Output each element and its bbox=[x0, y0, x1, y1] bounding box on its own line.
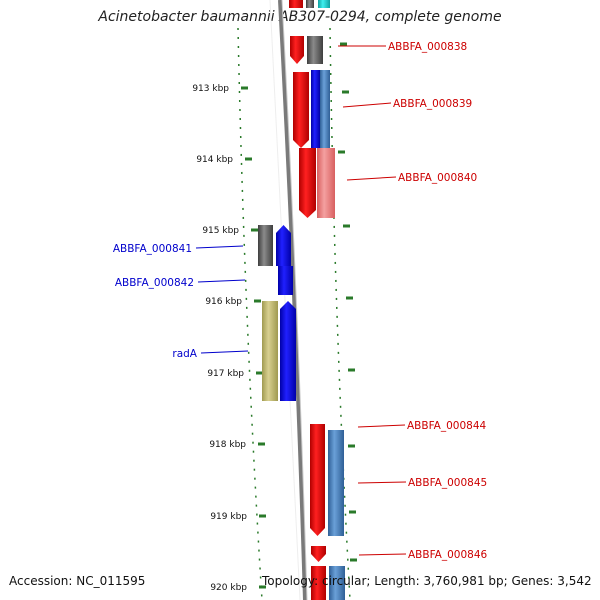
tick-mark bbox=[343, 224, 350, 228]
gene-arrow bbox=[276, 225, 291, 266]
tick-mark bbox=[256, 371, 263, 375]
gene-block bbox=[258, 225, 273, 266]
gene-arrow bbox=[310, 424, 325, 536]
gene-block bbox=[262, 301, 278, 401]
tick-mark bbox=[342, 90, 349, 94]
gene-leader-line bbox=[342, 102, 392, 108]
gene-block bbox=[311, 70, 320, 148]
tick-label: 917 kbp bbox=[207, 369, 244, 379]
tick-mark bbox=[348, 368, 355, 372]
gene-label: ABBFA_000841 bbox=[113, 243, 192, 255]
gene-block bbox=[318, 0, 330, 8]
gene-arrow bbox=[299, 148, 316, 218]
gene-label: ABBFA_000840 bbox=[398, 172, 477, 184]
tick-mark bbox=[349, 510, 356, 514]
gene-label: ABBFA_000845 bbox=[408, 477, 487, 489]
gene-arrow bbox=[311, 546, 326, 562]
tick-mark bbox=[254, 299, 261, 303]
gene-block bbox=[311, 566, 326, 600]
tick-label: 918 kbp bbox=[209, 440, 246, 450]
track-band bbox=[269, 0, 301, 600]
tick-label: 916 kbp bbox=[205, 297, 242, 307]
gene-arrow bbox=[280, 301, 296, 401]
tick-label: 920 kbp bbox=[210, 583, 247, 593]
gene-label: radA bbox=[172, 348, 197, 360]
tick-mark bbox=[259, 585, 266, 589]
gene-leader-line bbox=[195, 245, 244, 249]
gene-label: ABBFA_000842 bbox=[115, 277, 194, 289]
tick-mark bbox=[259, 514, 266, 518]
gene-leader-line bbox=[357, 481, 407, 484]
tick-mark bbox=[258, 442, 265, 446]
gene-arrow bbox=[290, 36, 304, 64]
topology-text: Topology: circular; Length: 3,760,981 bp… bbox=[262, 574, 592, 588]
tick-mark bbox=[346, 296, 353, 300]
tick-label: 914 kbp bbox=[196, 155, 233, 165]
backbone-line bbox=[278, 0, 307, 600]
gene-leader-line bbox=[346, 176, 397, 181]
tick-label: 913 kbp bbox=[192, 84, 229, 94]
gene-block bbox=[329, 566, 345, 600]
tick-label: 915 kbp bbox=[202, 226, 239, 236]
gene-leader-line bbox=[357, 424, 406, 428]
gene-block bbox=[306, 0, 314, 8]
gene-block bbox=[307, 36, 323, 64]
tick-mark bbox=[245, 157, 252, 161]
gene-leader-line bbox=[200, 350, 249, 354]
tick-mark bbox=[241, 86, 248, 90]
tick-mark bbox=[338, 150, 345, 154]
gene-block bbox=[289, 0, 303, 8]
accession-text: Accession: NC_011595 bbox=[9, 574, 146, 588]
gene-block bbox=[328, 430, 344, 536]
gene-label: ABBFA_000844 bbox=[407, 420, 487, 432]
gene-label: ABBFA_000846 bbox=[408, 549, 488, 561]
tick-label: 919 kbp bbox=[210, 512, 247, 522]
tick-mark bbox=[340, 42, 347, 46]
gene-block bbox=[317, 148, 335, 218]
backbone-highlight bbox=[281, 0, 308, 600]
gene-leader-line bbox=[197, 279, 246, 283]
gene-arrow bbox=[293, 72, 309, 148]
tick-mark bbox=[251, 228, 258, 232]
tick-mark bbox=[350, 558, 357, 562]
gene-leader-line bbox=[358, 553, 407, 556]
gene-label: ABBFA_000839 bbox=[393, 98, 472, 110]
gene-block bbox=[320, 70, 330, 148]
map-title: Acinetobacter baumannii AB307-0294, comp… bbox=[98, 9, 502, 25]
gene-label: ABBFA_000838 bbox=[388, 41, 467, 53]
gene-block bbox=[278, 266, 293, 295]
tick-mark bbox=[348, 444, 355, 448]
